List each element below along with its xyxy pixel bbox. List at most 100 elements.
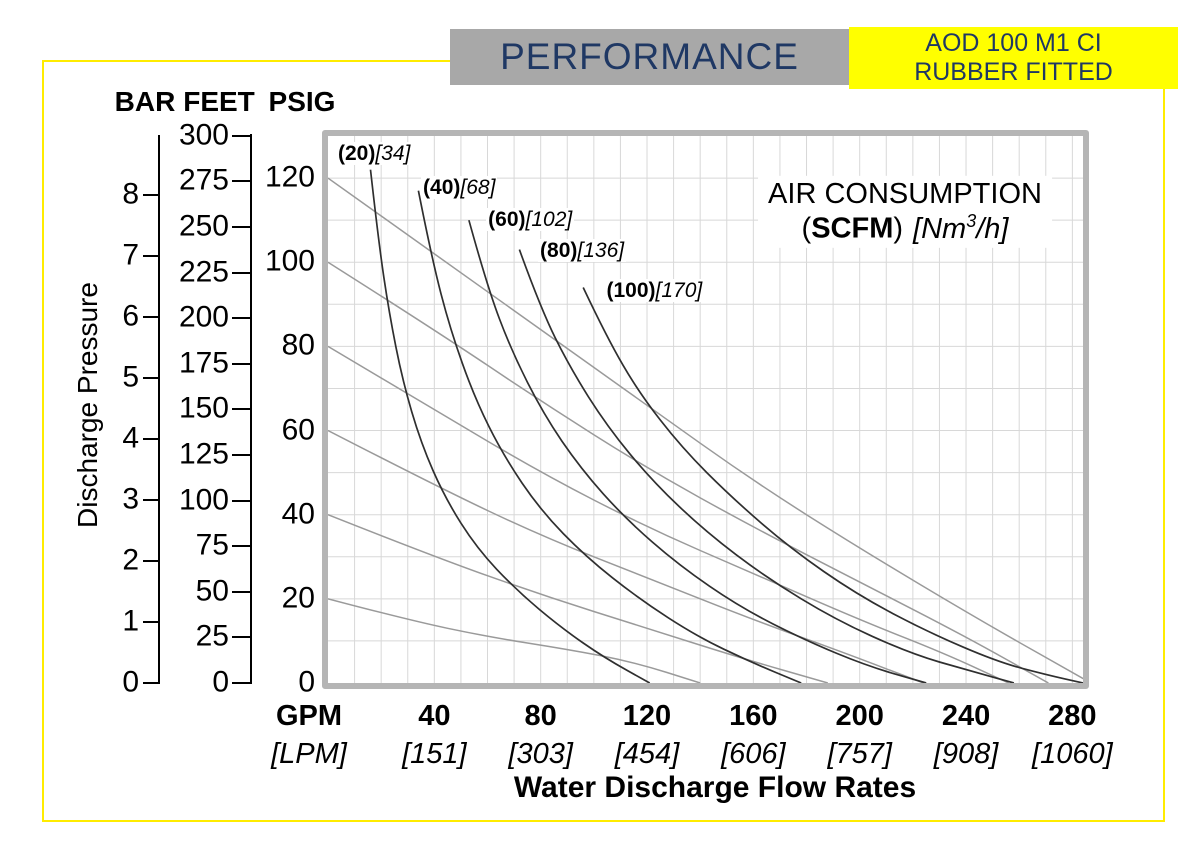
feet-tick-label-0: 0	[212, 665, 229, 699]
bar-tick-label-1: 1	[122, 604, 139, 638]
performance-title: PERFORMANCE	[500, 36, 799, 77]
curve-label-100scfm: (100)[170]	[604, 279, 705, 303]
curve-label-80scfm: (80)[136]	[538, 239, 627, 263]
model-name: AOD 100 M1 CI	[925, 28, 1102, 57]
feet-tick-25	[232, 636, 250, 639]
chart-canvas	[328, 136, 1083, 683]
air-consumption-curve-20scfm	[369, 169, 651, 683]
bar-tick-4	[143, 437, 158, 440]
performance-curve-60psig	[328, 429, 924, 683]
paren-close: )	[893, 212, 904, 245]
psig-tick-label-20: 20	[281, 581, 315, 615]
curve-label-60scfm: (60)[102]	[486, 207, 575, 231]
bar-tick-label-6: 6	[122, 299, 139, 333]
plot-area: AIR CONSUMPTION (SCFM) [Nm3/h] (20)[34] (4…	[322, 130, 1089, 689]
annotation-line1: AIR CONSUMPTION	[768, 177, 1042, 210]
psig-tick-label-40: 40	[281, 497, 315, 531]
bar-tick-label-2: 2	[122, 543, 139, 577]
x-tick-gpm-40: 40	[418, 700, 451, 732]
model-header: AOD 100 M1 CI RUBBER FITTED	[849, 27, 1178, 89]
performance-curve-80psig	[328, 345, 1009, 683]
bar-unit-label: BAR	[114, 86, 176, 117]
performance-curves	[328, 177, 1083, 683]
bar-tick-label-4: 4	[122, 421, 139, 455]
feet-tick-label-150: 150	[178, 391, 229, 425]
x-tick-lpm-1060: [1060]	[1032, 738, 1113, 770]
psig-tick-label-80: 80	[281, 328, 315, 362]
feet-tick-0	[232, 682, 250, 684]
model-fitting: RUBBER FITTED	[914, 58, 1113, 86]
bar-tick-label-3: 3	[122, 482, 139, 516]
bar-tick-label-8: 8	[122, 177, 139, 211]
feet-tick-175	[232, 362, 250, 365]
psig-tick-label-120: 120	[264, 160, 315, 194]
bar-axis-line	[158, 135, 160, 684]
feet-tick-label-75: 75	[195, 528, 229, 562]
feet-tick-200	[232, 317, 250, 320]
psig-unit-label: PSIG	[268, 86, 336, 117]
feet-tick-300	[232, 134, 250, 137]
x-tick-lpm-908: [908]	[933, 738, 999, 770]
x-tick-gpm-240: 240	[941, 700, 991, 732]
bar-tick-0	[143, 682, 158, 684]
air-consumption-curve-80scfm	[518, 249, 1015, 683]
x-tick-gpm-160: 160	[729, 700, 778, 732]
x-tick-lpm-454: [454]	[614, 738, 680, 770]
curve-label-40scfm: (40)[68]	[421, 175, 498, 200]
psig-tick-label-100: 100	[264, 244, 315, 278]
performance-header: PERFORMANCE	[450, 29, 849, 85]
bar-tick-label-7: 7	[122, 238, 139, 272]
performance-curve-20psig	[328, 598, 701, 683]
feet-tick-label-225: 225	[178, 254, 229, 288]
x-unit-lpm: [LPM]	[271, 738, 347, 770]
gridlines	[328, 136, 1083, 683]
feet-tick-250	[232, 225, 250, 228]
psig-tick-label-60: 60	[281, 412, 315, 446]
feet-tick-label-100: 100	[178, 482, 229, 516]
feet-tick-75	[232, 545, 250, 548]
psig-tick-label-0: 0	[298, 665, 315, 699]
feet-tick-125	[232, 453, 250, 456]
feet-tick-label-25: 25	[195, 619, 229, 653]
bar-tick-6	[143, 315, 158, 318]
x-axis-title: Water Discharge Flow Rates	[513, 771, 917, 804]
air-consumption-curve-60scfm	[468, 219, 927, 683]
feet-tick-50	[232, 590, 250, 593]
x-tick-lpm-606: [606]	[721, 738, 786, 770]
air-consumption-curve-100scfm	[582, 287, 1083, 683]
feet-tick-150	[232, 408, 250, 411]
feet-tick-100	[232, 499, 250, 502]
curve-label-20scfm: (20)[34]	[335, 142, 413, 166]
x-tick-gpm-120: 120	[622, 700, 672, 732]
feet-tick-225	[232, 271, 250, 274]
feet-tick-275	[232, 180, 250, 183]
bar-tick-7	[143, 254, 158, 257]
air-consumption-curves	[369, 169, 1083, 683]
x-tick-lpm-151: [151]	[402, 738, 467, 770]
feet-tick-label-300: 300	[178, 118, 229, 152]
feet-tick-label-125: 125	[178, 437, 229, 471]
feet-tick-label-175: 175	[178, 346, 229, 380]
x-tick-gpm-280: 280	[1048, 700, 1097, 732]
scfm-label: SCFM	[811, 212, 894, 245]
bar-tick-label-0: 0	[122, 665, 139, 699]
bar-tick-5	[143, 376, 158, 379]
performance-curve-120psig	[328, 177, 1083, 680]
annotation-line2: (SCFM) [Nm3/h]	[768, 211, 1042, 246]
performance-curve-100psig	[328, 261, 1049, 683]
performance-curve-40psig	[328, 514, 829, 683]
feet-tick-label-200: 200	[178, 300, 229, 334]
x-tick-gpm-80: 80	[524, 700, 557, 732]
paren-open: (	[801, 212, 812, 245]
feet-tick-label-275: 275	[178, 163, 229, 197]
plot-overlay: AIR CONSUMPTION (SCFM) [Nm3/h] (20)[34] (4…	[328, 136, 1083, 683]
feet-axis-line	[250, 134, 252, 684]
air-consumption-annotation: AIR CONSUMPTION (SCFM) [Nm3/h]	[758, 175, 1052, 249]
feet-tick-label-250: 250	[178, 209, 229, 243]
nm3h-label: [Nm3/h]	[913, 211, 1009, 245]
bar-tick-label-5: 5	[122, 360, 139, 394]
x-unit-gpm: GPM	[275, 700, 343, 732]
x-tick-gpm-200: 200	[835, 700, 884, 732]
bar-tick-8	[143, 193, 158, 196]
